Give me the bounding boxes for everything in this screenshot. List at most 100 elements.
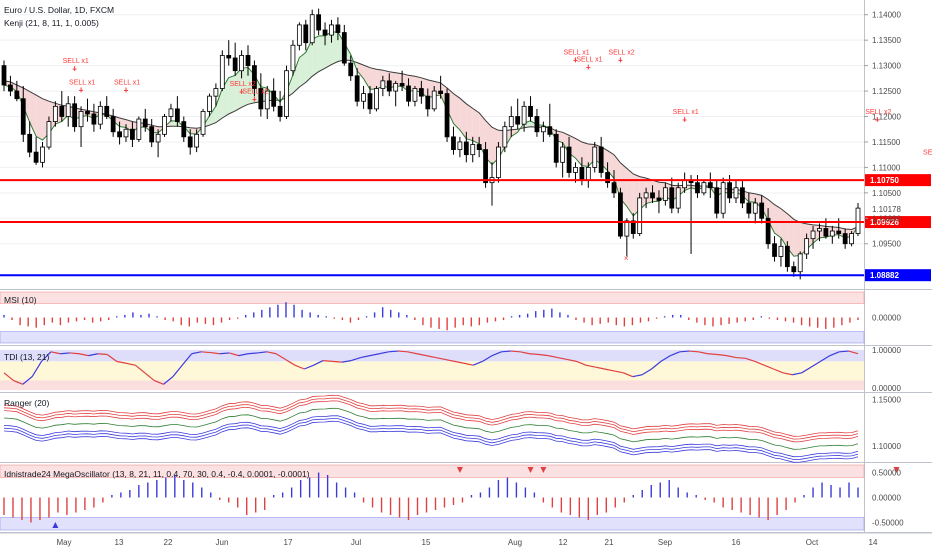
candle-body bbox=[746, 202, 752, 214]
candle bbox=[386, 73, 392, 97]
candle bbox=[598, 136, 604, 178]
candle bbox=[213, 83, 219, 107]
candle-body bbox=[393, 83, 399, 92]
candle bbox=[367, 85, 373, 114]
candle bbox=[714, 180, 720, 219]
candle-body bbox=[624, 220, 630, 237]
cloud-segment bbox=[646, 178, 653, 204]
candle-body bbox=[528, 105, 533, 117]
candle-body bbox=[573, 167, 578, 173]
cloud-segment bbox=[363, 65, 370, 90]
msi-pane[interactable] bbox=[0, 291, 865, 344]
candle bbox=[521, 101, 527, 132]
horizontal-levels[interactable]: 1.10750 1.09926 1.08882 bbox=[0, 174, 931, 282]
cloud-segment bbox=[607, 150, 614, 179]
candle-body bbox=[797, 253, 803, 273]
candle bbox=[271, 78, 277, 112]
tdi-line bbox=[707, 353, 718, 356]
candlestick-series[interactable] bbox=[1, 8, 861, 280]
candle bbox=[746, 192, 752, 219]
candle bbox=[8, 75, 13, 97]
candle-body bbox=[483, 149, 488, 184]
tdi-line bbox=[641, 368, 652, 376]
tdi-line bbox=[210, 351, 220, 355]
cloud-segment bbox=[575, 138, 582, 166]
candle-body bbox=[104, 105, 110, 117]
candle-body bbox=[496, 146, 501, 178]
ranger-pane[interactable] bbox=[3, 394, 859, 463]
tdi-line bbox=[566, 358, 577, 362]
candle bbox=[733, 180, 739, 204]
candle bbox=[40, 141, 45, 168]
candle-body bbox=[425, 95, 431, 110]
candle-body bbox=[560, 146, 566, 163]
upper-band bbox=[0, 464, 865, 478]
candle-body bbox=[784, 245, 790, 268]
cloud-segment bbox=[209, 106, 216, 126]
candle bbox=[451, 126, 456, 155]
candle bbox=[418, 80, 424, 104]
candle-body bbox=[155, 133, 161, 143]
tdi-line bbox=[604, 368, 615, 372]
x-tick-label: Jun bbox=[216, 538, 229, 547]
candle bbox=[296, 22, 302, 51]
tdi-line bbox=[69, 352, 80, 355]
candle bbox=[650, 185, 655, 204]
tdi-line bbox=[313, 360, 324, 366]
y-tick-label: 1.10000 bbox=[872, 442, 901, 451]
tdi-line bbox=[229, 352, 239, 357]
candle bbox=[817, 223, 822, 242]
tdi-upper-band bbox=[0, 349, 864, 362]
tdi-line bbox=[106, 354, 117, 362]
candle-body bbox=[296, 24, 302, 46]
tdi-line bbox=[97, 353, 108, 356]
sell-marker bbox=[540, 467, 547, 473]
candle bbox=[329, 19, 334, 43]
candle-body bbox=[470, 144, 476, 156]
candle bbox=[20, 85, 26, 142]
tdi-line bbox=[426, 355, 436, 359]
ranger-band-line bbox=[3, 407, 859, 450]
tdi-line bbox=[595, 366, 605, 370]
y-tick-label: 1.11500 bbox=[872, 138, 901, 147]
tdi-line bbox=[482, 355, 493, 362]
cloud-segment bbox=[466, 103, 473, 141]
level-label: 1.09926 bbox=[870, 218, 899, 227]
megaoscillator-title: Idnistrade24 MegaOscillator (13, 8, 21, … bbox=[4, 469, 310, 479]
candle bbox=[380, 75, 386, 97]
candle-body bbox=[40, 146, 45, 163]
candle-body bbox=[271, 90, 277, 107]
candle-body bbox=[740, 187, 745, 204]
candle-body bbox=[643, 192, 649, 199]
candle-body bbox=[309, 14, 315, 44]
candle-body bbox=[380, 80, 386, 89]
tdi-line bbox=[745, 357, 755, 362]
candle bbox=[194, 129, 200, 153]
tdi-line bbox=[294, 364, 305, 370]
tdi-line bbox=[116, 360, 127, 364]
candle bbox=[207, 93, 212, 117]
candle bbox=[258, 73, 264, 117]
cloud-segment bbox=[748, 192, 756, 203]
price-axes: 1.14000 1.13500 1.13000 1.12500 1.12000 1.115… bbox=[864, 11, 904, 528]
candle bbox=[252, 60, 257, 97]
cloud-segment bbox=[370, 67, 377, 90]
megaoscillator-pane[interactable] bbox=[0, 464, 932, 531]
sell-signal-label: SELL x2 bbox=[230, 81, 256, 88]
candle bbox=[528, 96, 533, 122]
candle bbox=[335, 17, 341, 41]
tdi-line bbox=[829, 351, 840, 357]
candle bbox=[117, 121, 122, 145]
overlay-title: Kenji (21, 8, 11, 1, 0.005) bbox=[4, 18, 99, 28]
candle-body bbox=[329, 24, 334, 36]
x-tick-label: Jul bbox=[351, 538, 361, 547]
tdi-line bbox=[435, 356, 446, 361]
candle bbox=[772, 236, 777, 262]
candle bbox=[277, 91, 283, 122]
candle bbox=[560, 141, 566, 178]
level-label-box bbox=[865, 269, 931, 282]
tdi-pane[interactable] bbox=[0, 349, 864, 390]
tdi-line bbox=[632, 374, 643, 378]
candle-body bbox=[149, 126, 155, 143]
